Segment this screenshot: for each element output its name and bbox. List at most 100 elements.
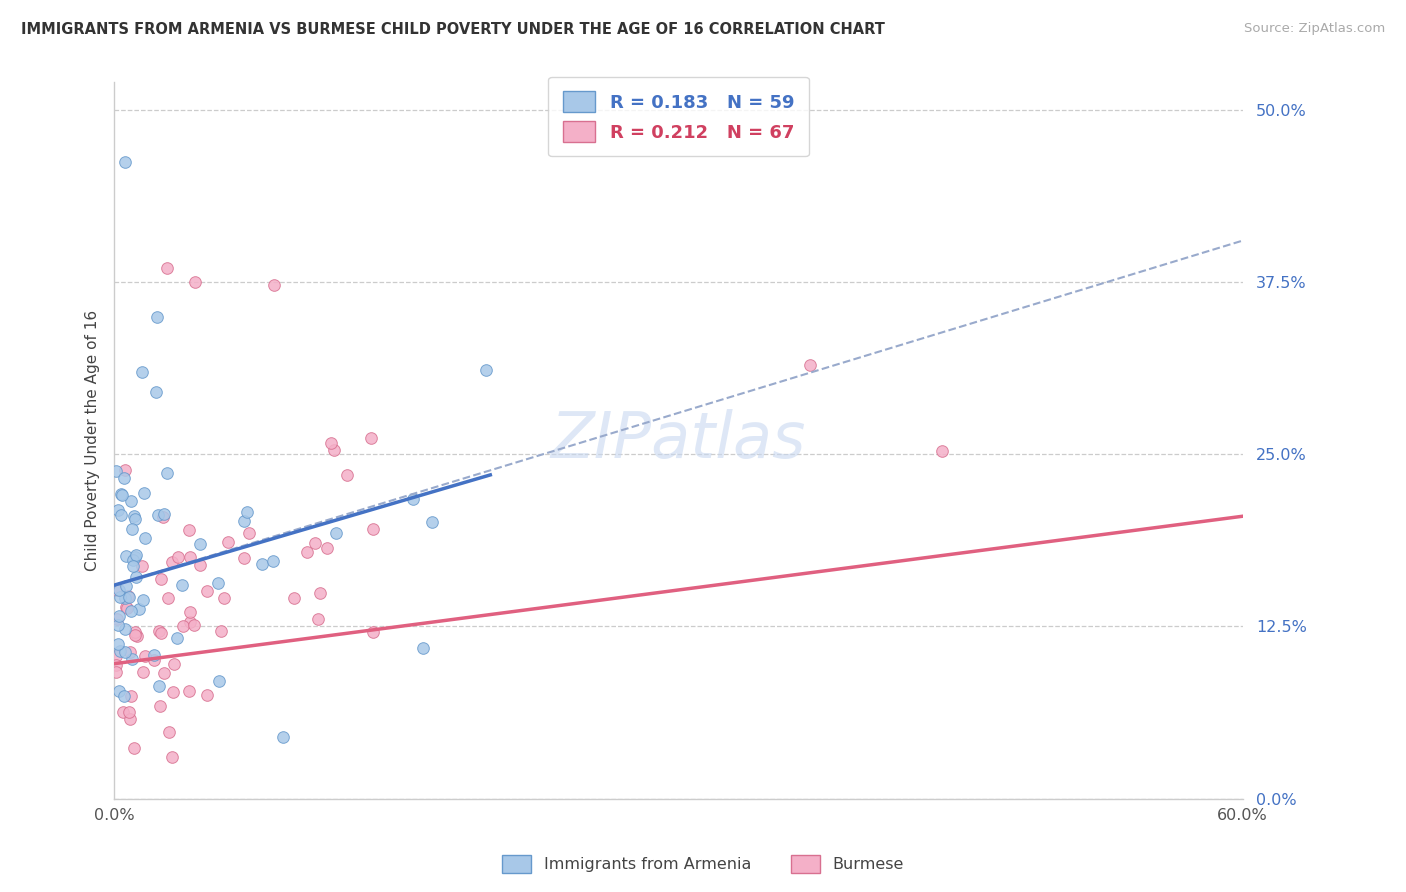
Point (128, 602, 150, 616)
Point (105, 665, 128, 680)
Point (105, 658, 128, 673)
Point (124, 624, 146, 639)
Point (363, 625, 385, 640)
Point (149, 626, 172, 640)
Point (110, 590, 132, 604)
Point (118, 705, 141, 719)
Point (115, 579, 138, 593)
Point (195, 688, 218, 702)
Text: ZIPatlas: ZIPatlas (551, 409, 806, 472)
Point (307, 612, 329, 626)
Text: IMMIGRANTS FROM ARMENIA VS BURMESE CHILD POVERTY UNDER THE AGE OF 16 CORRELATION: IMMIGRANTS FROM ARMENIA VS BURMESE CHILD… (21, 22, 884, 37)
Point (105, 649, 128, 664)
Point (125, 548, 148, 562)
Point (120, 604, 142, 618)
Point (325, 525, 347, 540)
Point (111, 706, 134, 720)
Point (179, 615, 201, 629)
Point (475, 363, 498, 377)
Point (152, 509, 174, 524)
Point (273, 730, 295, 744)
Point (238, 526, 260, 541)
Point (179, 684, 201, 698)
Point (195, 583, 218, 598)
Point (209, 624, 232, 638)
Point (309, 586, 332, 600)
Point (172, 619, 194, 633)
Point (263, 277, 285, 292)
Point (157, 591, 180, 606)
Point (149, 698, 172, 713)
Point (125, 629, 148, 643)
Point (142, 652, 165, 666)
Point (232, 514, 254, 528)
Point (122, 553, 145, 567)
Point (108, 684, 131, 698)
Point (112, 689, 135, 703)
Point (146, 508, 169, 522)
Point (125, 570, 148, 584)
Point (111, 488, 134, 502)
Point (114, 599, 136, 614)
Point (188, 537, 211, 551)
Point (114, 549, 136, 563)
Point (110, 644, 132, 658)
Point (131, 365, 153, 379)
Point (114, 622, 136, 636)
Point (402, 491, 425, 506)
Point (122, 559, 145, 574)
Point (156, 466, 179, 480)
Point (153, 507, 176, 521)
Point (120, 690, 142, 704)
Point (132, 486, 155, 500)
Point (188, 558, 211, 573)
Point (323, 443, 346, 458)
Point (107, 637, 129, 651)
Point (131, 558, 153, 573)
Point (170, 578, 193, 592)
Point (412, 640, 434, 655)
Point (179, 605, 201, 619)
Point (304, 536, 326, 550)
Point (145, 385, 167, 400)
Point (148, 679, 170, 693)
Point (361, 522, 384, 536)
Point (160, 555, 183, 569)
Point (117, 601, 139, 615)
Point (131, 665, 153, 680)
Point (208, 674, 231, 689)
Point (931, 444, 953, 458)
Legend: Immigrants from Armenia, Burmese: Immigrants from Armenia, Burmese (496, 848, 910, 880)
Point (114, 645, 136, 659)
Point (150, 572, 173, 586)
Point (315, 541, 337, 555)
Point (153, 665, 176, 680)
Point (321, 436, 343, 450)
Point (183, 618, 205, 632)
Point (121, 522, 143, 536)
Point (148, 624, 170, 638)
Point (118, 712, 141, 726)
Point (132, 593, 155, 607)
Point (236, 505, 259, 519)
Point (124, 549, 146, 564)
Point (124, 628, 146, 642)
Point (166, 550, 188, 565)
Point (120, 494, 142, 508)
Point (163, 657, 186, 671)
Point (124, 512, 146, 526)
Point (420, 515, 443, 529)
Point (108, 609, 131, 624)
Point (121, 651, 143, 665)
Point (217, 535, 239, 549)
Point (110, 487, 132, 501)
Point (262, 554, 284, 568)
Point (117, 589, 139, 603)
Point (250, 557, 273, 571)
Point (114, 463, 136, 477)
Point (157, 725, 180, 739)
Point (122, 741, 145, 756)
Legend: R = 0.183   N = 59, R = 0.212   N = 67: R = 0.183 N = 59, R = 0.212 N = 67 (548, 77, 808, 156)
Point (107, 617, 129, 632)
Point (114, 591, 136, 605)
